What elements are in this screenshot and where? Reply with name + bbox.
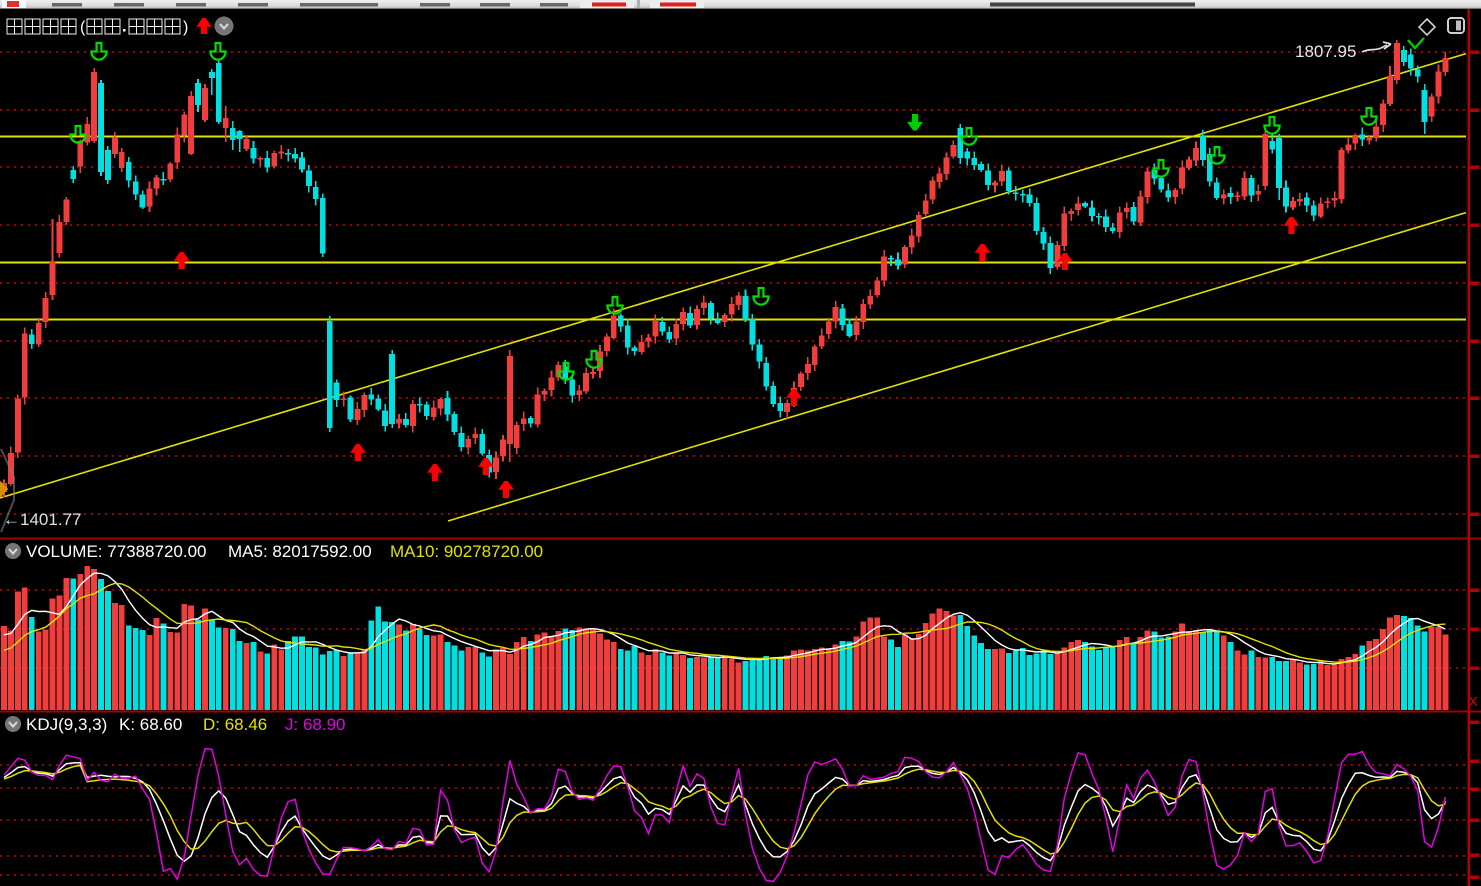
svg-text:J: 68.90: J: 68.90 [285,715,346,734]
svg-text:MA10: 90278720.00: MA10: 90278720.00 [390,542,543,561]
svg-text:KDJ(9,3,3): KDJ(9,3,3) [26,715,107,734]
svg-text:MA5: 82017592.00: MA5: 82017592.00 [228,542,372,561]
svg-text:): ) [183,19,188,36]
svg-text:X: X [1469,694,1478,709]
svg-text:←1401.77: ←1401.77 [3,510,81,529]
svg-text:VOLUME: 77388720.00: VOLUME: 77388720.00 [26,542,207,561]
svg-text:K: 68.60: K: 68.60 [119,715,182,734]
svg-text:(: ( [80,19,86,36]
svg-text:1807.95: 1807.95 [1295,42,1356,61]
svg-text:D: 68.46: D: 68.46 [203,715,267,734]
